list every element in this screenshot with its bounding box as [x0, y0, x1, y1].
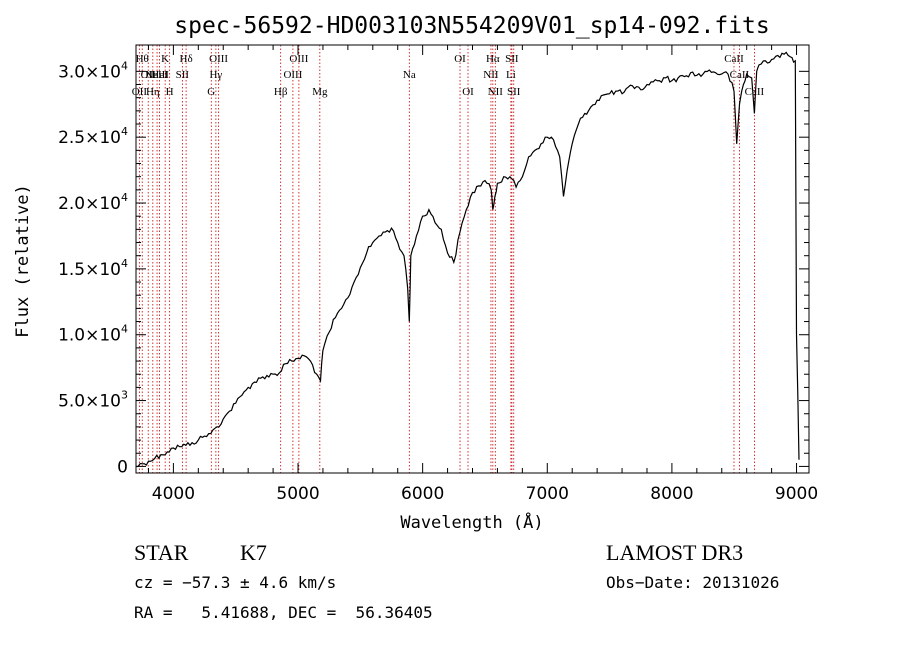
object-class: STAR: [134, 540, 189, 565]
y-tick-label: 1.5×104: [58, 257, 128, 280]
coordinates-text: RA = 5.41688, DEC = 56.36405: [134, 603, 433, 622]
spectral-line-label: Li: [506, 69, 516, 81]
spectral-line-label: Hγ: [209, 69, 222, 81]
y-axis-ticks: 0 5.0×103 1.0×104 1.5×104 2.0×104 2.5×104 3.0×…: [58, 59, 809, 477]
y-tick-label: 1.0×104: [58, 323, 128, 346]
y-tick-label: 2.5×104: [58, 125, 128, 148]
x-tick-label: 6000: [401, 484, 444, 504]
chart-title: spec-56592-HD003103N554209V01_sp14-092.f…: [174, 13, 769, 39]
spectral-line-label: OII: [141, 69, 157, 81]
x-tick-label: 4000: [152, 484, 195, 504]
spectral-line-label: NII: [488, 86, 504, 98]
spectral-line-label: HeI: [151, 69, 168, 81]
y-tick-label: 3.0×104: [58, 59, 128, 82]
x-axis-ticks: 4000 5000 6000 7000 8000 9000: [147, 45, 818, 504]
spectral-line-label: OI: [454, 53, 466, 65]
plot-frame: [135, 44, 810, 474]
spectral-line-label: Hδ: [180, 53, 193, 65]
spectral-line-label: CaII: [724, 53, 744, 65]
spectral-line-markers: [138, 45, 755, 473]
spectral-line-label: H: [166, 86, 174, 98]
x-tick-label: 8000: [650, 484, 693, 504]
spectrum-line: [135, 51, 800, 468]
spectral-line-label: Hβ: [274, 86, 288, 98]
y-tick-label: 5.0×103: [58, 389, 128, 412]
spectral-line-label: K: [161, 53, 169, 65]
spectral-line-label: CaII: [745, 86, 765, 98]
spectral-line-label: OIII: [283, 69, 302, 81]
y-tick-label: 2.0×104: [58, 191, 128, 214]
spectral-line-label: Na: [403, 69, 416, 81]
spectral-line-label: SII: [507, 86, 521, 98]
spectral-line-label: Hθ: [136, 53, 149, 65]
spectral-line-label: NII: [483, 69, 499, 81]
spectral-line-label: G: [207, 86, 215, 98]
spectral-line-label: Hη: [146, 86, 160, 98]
y-tick-label: 0: [117, 457, 128, 477]
spectral-line-label: OIII: [209, 53, 228, 65]
x-axis-label: Wavelength (Å): [400, 511, 543, 533]
spectral-line-label: OI: [462, 86, 474, 98]
x-tick-label: 9000: [775, 484, 818, 504]
spectral-line-label: NeIII: [145, 69, 169, 81]
x-tick-label: 5000: [276, 484, 319, 504]
y-axis-label: Flux (relative): [13, 184, 33, 338]
spectral-line-label: SII: [505, 53, 519, 65]
obs-date: Obs−Date: 20131026: [606, 573, 779, 592]
spectral-line-label: SII: [176, 69, 190, 81]
object-subclass: K7: [240, 540, 267, 565]
survey-name: LAMOST DR3: [606, 540, 743, 565]
x-tick-label: 7000: [526, 484, 569, 504]
spectral-line-label: CaII: [730, 69, 750, 81]
spectral-line-label: Hα: [486, 53, 500, 65]
redshift-text: cz = −57.3 ± 4.6 km/s: [134, 573, 336, 592]
spectral-line-label: OIII: [289, 53, 308, 65]
spectral-line-label: Mg: [312, 86, 328, 98]
spectral-line-labels: OIIHθOIIHηNeIIIHeIKHSIIHδGHγOIIIHβOIIIOI…: [132, 53, 765, 98]
